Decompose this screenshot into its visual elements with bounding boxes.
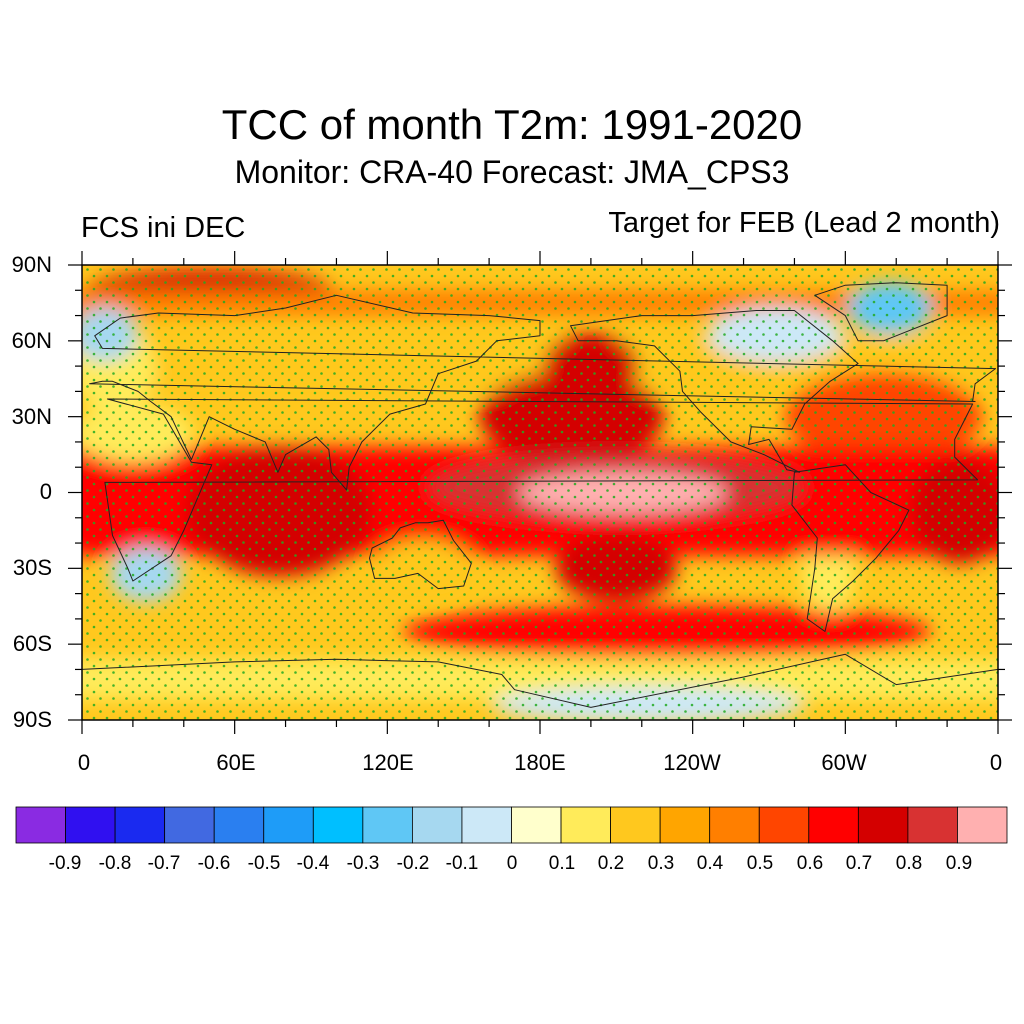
colorbar-label: 0.3 xyxy=(647,853,675,874)
lat-label: 0 xyxy=(39,479,52,504)
colorbar-swatch xyxy=(560,806,611,844)
lon-label: 0 xyxy=(77,750,91,775)
colorbar-label: 0.2 xyxy=(597,853,625,874)
colorbar-swatch xyxy=(758,806,810,844)
colorbar-label: -0.8 xyxy=(98,853,132,874)
colorbar-label: 0 xyxy=(506,853,518,874)
colorbar-label: 0.5 xyxy=(746,853,774,874)
coastline-australia xyxy=(369,519,472,590)
colorbar-swatch xyxy=(164,806,215,844)
lat-label: 60S xyxy=(12,631,52,656)
figure-title: TCC of month T2m: 1991-2020 xyxy=(221,101,803,148)
coastline-africa xyxy=(104,398,979,582)
lat-label: 60N xyxy=(11,328,52,353)
lon-label: 60W xyxy=(821,750,867,775)
colorbar-label: -0.1 xyxy=(445,853,479,874)
lon-label: 120W xyxy=(663,750,721,775)
coastline-north-america xyxy=(570,310,859,473)
colorbar-swatch xyxy=(659,806,711,844)
colorbar-swatch xyxy=(957,806,1008,844)
colorbar-swatch xyxy=(808,806,859,844)
colorbar-swatch xyxy=(610,806,661,844)
colorbar-swatch xyxy=(263,806,314,844)
colorbar-label: 0.6 xyxy=(796,853,824,874)
target-label: Target for FEB (Lead 2 month) xyxy=(608,207,1000,239)
coastline-eurasia xyxy=(89,294,996,491)
coastline-south-america xyxy=(791,464,910,632)
colorbar-label: -0.5 xyxy=(247,853,281,874)
colorbar-swatch xyxy=(362,806,413,844)
axis-ticks xyxy=(68,251,1012,734)
significance-stipple xyxy=(82,265,998,720)
lat-label: 30N xyxy=(11,404,52,429)
coastline-greenland xyxy=(814,282,948,342)
colorbar-label: -0.9 xyxy=(48,853,82,874)
colorbar-swatch xyxy=(709,806,760,844)
colorbar-label: 0.7 xyxy=(845,853,873,874)
lon-label: 0 xyxy=(989,750,1003,775)
lon-label: 120E xyxy=(362,750,414,775)
lon-label: 180E xyxy=(514,750,566,775)
colorbar-swatch xyxy=(857,806,909,844)
figure-subtitle: Monitor: CRA-40 Forecast: JMA_CPS3 xyxy=(234,154,790,190)
coastlines xyxy=(82,282,998,720)
colorbar-swatch xyxy=(213,806,265,844)
colorbar-swatch xyxy=(411,806,463,844)
colorbar-label: 0.4 xyxy=(696,853,724,874)
colorbar-swatch xyxy=(65,806,116,844)
lat-label: 90N xyxy=(11,252,52,277)
colorbar-swatch xyxy=(15,806,66,844)
colorbar xyxy=(15,806,1008,844)
lat-label: 90S xyxy=(12,707,52,732)
colorbar-label: 0.8 xyxy=(895,853,923,874)
coastline-antarctica xyxy=(82,653,998,720)
lon-label: 60E xyxy=(216,750,256,775)
colorbar-swatch xyxy=(114,806,166,844)
colorbar-label: -0.2 xyxy=(396,853,430,874)
colorbar-swatch xyxy=(511,806,562,844)
init-label: FCS ini DEC xyxy=(81,212,246,244)
colorbar-label: 0.9 xyxy=(945,853,973,874)
colorbar-label: -0.7 xyxy=(147,853,181,874)
lat-label: 30S xyxy=(12,555,52,580)
colorbar-label: 0.1 xyxy=(548,853,576,874)
colorbar-label: -0.4 xyxy=(296,853,330,874)
colorbar-label: -0.3 xyxy=(346,853,380,874)
colorbar-swatch xyxy=(461,806,512,844)
colorbar-label: -0.6 xyxy=(197,853,231,874)
colorbar-swatch xyxy=(907,806,958,844)
colorbar-swatch xyxy=(312,806,364,844)
